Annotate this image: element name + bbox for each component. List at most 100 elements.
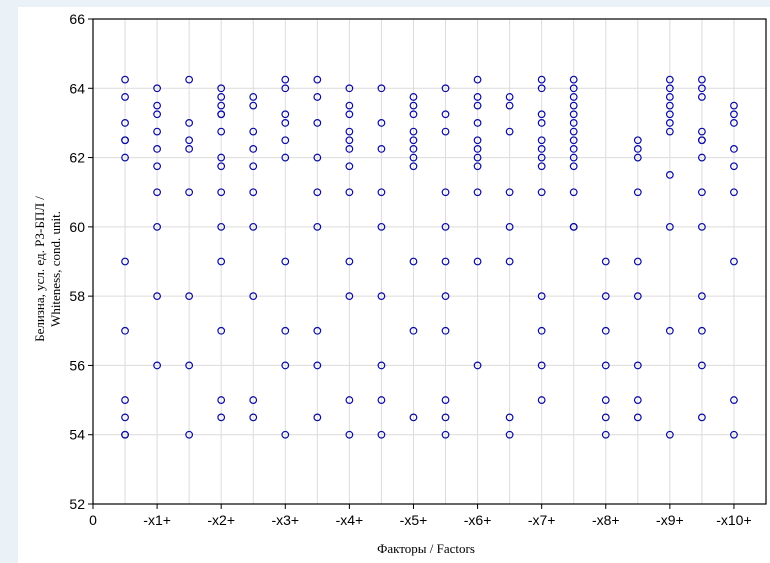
data-point bbox=[665, 84, 674, 93]
data-point bbox=[121, 413, 129, 422]
data-point bbox=[569, 188, 578, 197]
data-point bbox=[409, 101, 418, 110]
data-point bbox=[665, 110, 674, 119]
data-point bbox=[441, 188, 450, 197]
data-point bbox=[377, 145, 386, 153]
data-point bbox=[505, 127, 514, 136]
data-point bbox=[153, 101, 161, 110]
data-point bbox=[345, 162, 354, 171]
data-point bbox=[249, 413, 258, 422]
x-tick-label: 0 bbox=[89, 512, 97, 528]
data-point bbox=[345, 430, 354, 439]
data-point bbox=[185, 145, 194, 153]
y-axis-title: Белизна, усл. ед. РЗ-БПЛ / Whiteness, co… bbox=[32, 196, 63, 342]
data-point bbox=[633, 413, 642, 422]
data-point bbox=[121, 153, 129, 162]
data-point bbox=[313, 361, 322, 370]
y-tick-label: 52 bbox=[69, 496, 85, 512]
data-point bbox=[569, 145, 578, 153]
data-point bbox=[281, 110, 290, 119]
data-point bbox=[313, 326, 322, 335]
data-point bbox=[730, 188, 738, 197]
data-points bbox=[121, 75, 738, 439]
data-point bbox=[698, 292, 706, 301]
data-point bbox=[698, 153, 706, 162]
data-point bbox=[281, 361, 290, 370]
data-point bbox=[665, 119, 674, 127]
data-point bbox=[665, 127, 674, 136]
data-point bbox=[281, 257, 290, 266]
data-point bbox=[217, 413, 226, 422]
data-point bbox=[121, 136, 129, 145]
data-point bbox=[473, 188, 482, 197]
data-point bbox=[441, 292, 450, 301]
x-tick-label: -x5+ bbox=[400, 512, 428, 528]
data-point bbox=[313, 119, 322, 127]
data-point bbox=[249, 162, 258, 171]
data-point bbox=[569, 127, 578, 136]
data-point bbox=[249, 145, 258, 153]
data-point bbox=[569, 75, 578, 84]
data-point bbox=[698, 93, 706, 101]
data-point bbox=[569, 110, 578, 119]
y-tick-label: 64 bbox=[69, 80, 85, 96]
data-point bbox=[313, 188, 322, 197]
y-tick-label: 58 bbox=[69, 288, 85, 304]
data-point bbox=[281, 75, 290, 84]
data-point bbox=[537, 110, 546, 119]
data-point bbox=[217, 222, 226, 231]
data-point bbox=[153, 292, 161, 301]
data-point bbox=[281, 326, 290, 335]
data-point bbox=[665, 93, 674, 101]
x-tick-label: -x1+ bbox=[143, 512, 171, 528]
data-point bbox=[665, 326, 674, 335]
data-point bbox=[473, 119, 482, 127]
data-point bbox=[698, 84, 706, 93]
data-point bbox=[313, 222, 322, 231]
data-point bbox=[569, 222, 578, 231]
data-point bbox=[601, 413, 610, 422]
data-point bbox=[377, 119, 386, 127]
data-point bbox=[377, 292, 386, 301]
data-point bbox=[730, 430, 738, 439]
data-point bbox=[441, 396, 450, 404]
data-point bbox=[665, 222, 674, 231]
data-point bbox=[698, 188, 706, 197]
data-point bbox=[665, 430, 674, 439]
data-point bbox=[665, 75, 674, 84]
data-point bbox=[569, 101, 578, 110]
data-point bbox=[698, 127, 706, 136]
x-tick-label: -x8+ bbox=[592, 512, 620, 528]
data-point bbox=[377, 361, 386, 370]
data-point bbox=[409, 127, 418, 136]
y-tick-label: 66 bbox=[69, 11, 85, 27]
data-point bbox=[537, 292, 546, 301]
data-point bbox=[217, 84, 226, 93]
data-point bbox=[345, 127, 354, 136]
x-tick-label: -x3+ bbox=[271, 512, 299, 528]
x-axis-title: Факторы / Factors bbox=[377, 541, 475, 556]
data-point bbox=[153, 145, 161, 153]
data-point bbox=[217, 101, 226, 110]
data-point bbox=[313, 75, 322, 84]
data-point bbox=[121, 257, 129, 266]
data-point bbox=[249, 396, 258, 404]
data-point bbox=[345, 188, 354, 197]
data-point bbox=[345, 101, 354, 110]
data-point bbox=[698, 413, 706, 422]
data-point bbox=[217, 396, 226, 404]
data-point bbox=[313, 413, 322, 422]
data-point bbox=[185, 136, 194, 145]
data-point bbox=[345, 257, 354, 266]
data-point bbox=[281, 84, 290, 93]
data-point bbox=[441, 257, 450, 266]
x-tick-label: -x2+ bbox=[207, 512, 235, 528]
data-point bbox=[377, 222, 386, 231]
data-point bbox=[730, 257, 738, 266]
data-point bbox=[409, 145, 418, 153]
plot-frame bbox=[92, 18, 767, 505]
data-point bbox=[153, 127, 161, 136]
data-point bbox=[569, 119, 578, 127]
data-point bbox=[217, 326, 226, 335]
data-point bbox=[473, 75, 482, 84]
